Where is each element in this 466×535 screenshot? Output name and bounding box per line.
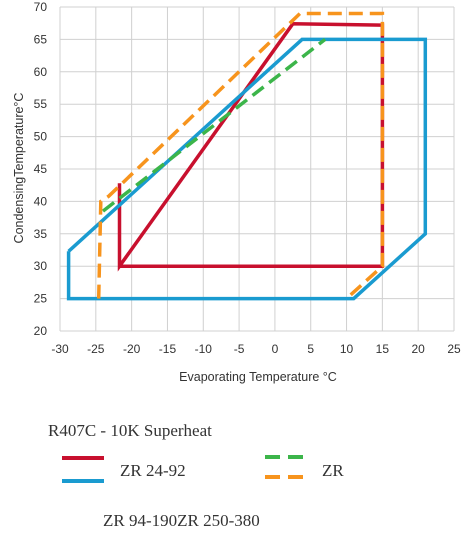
series-line-zr-94-190 — [66, 37, 428, 301]
x-tick-label: 10 — [340, 342, 354, 356]
legend-title: R407C - 10K Superheat — [48, 421, 212, 440]
legend-dash-green — [265, 455, 303, 459]
x-tick-label: -10 — [195, 342, 213, 356]
y-tick-label: 65 — [34, 32, 48, 46]
x-tick-label: 20 — [412, 342, 426, 356]
envelope-chart: -30 -25 -20 -15 -10 -5 0 5 10 15 20 25 20 25 30 35 40 45 5… — [12, 0, 461, 384]
y-tick-label: 50 — [34, 130, 48, 144]
legend-label-zr: ZR — [322, 461, 344, 480]
y-tick-label: 60 — [34, 65, 48, 79]
legend-label-zr-24-92: ZR 24-92 — [120, 461, 186, 480]
series-layer — [66, 11, 428, 301]
series-line-zr — [101, 38, 327, 213]
x-tick-label: -5 — [234, 342, 245, 356]
legend-label-bottom: ZR 94-190ZR 250-380 — [103, 511, 260, 530]
y-tick-label: 25 — [34, 292, 48, 306]
x-tick-label: 0 — [272, 342, 279, 356]
tick-labels: -30 -25 -20 -15 -10 -5 0 5 10 15 20 25 20 25 30 35 40 45 5… — [34, 0, 461, 356]
grid — [59, 6, 455, 332]
y-tick-label: 70 — [34, 0, 48, 14]
y-tick-label: 40 — [34, 194, 48, 208]
legend-dash-orange — [265, 475, 303, 479]
series-line-zr-250-380 — [96, 11, 385, 300]
x-tick-label: -30 — [51, 342, 69, 356]
legend-line-blue — [62, 479, 104, 483]
y-tick-label: 55 — [34, 97, 48, 111]
legend-line-red — [62, 456, 104, 460]
x-tick-label: -15 — [159, 342, 177, 356]
x-tick-label: 5 — [307, 342, 314, 356]
y-tick-label: 35 — [34, 227, 48, 241]
x-tick-label: 15 — [376, 342, 390, 356]
x-tick-label: 25 — [447, 342, 461, 356]
y-tick-label: 20 — [34, 324, 48, 338]
y-axis-title: CondensingTemperature°C — [12, 93, 26, 244]
x-tick-label: -20 — [123, 342, 141, 356]
x-tick-label: -25 — [87, 342, 105, 356]
series-line-zr-24-92 — [117, 22, 385, 272]
x-axis-title: Evaporating Temperature °C — [179, 370, 337, 384]
y-tick-label: 30 — [34, 259, 48, 273]
y-tick-label: 45 — [34, 162, 48, 176]
